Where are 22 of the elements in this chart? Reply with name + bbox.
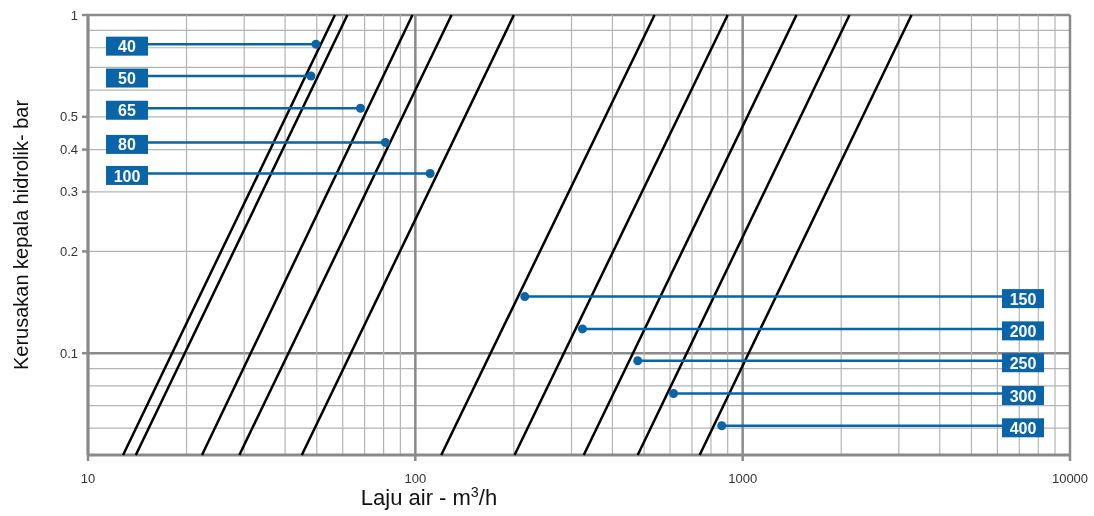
x-tick-label: 10 [80, 471, 96, 486]
y-axis-title: Kerusakan kepala hidrolik- bar [10, 99, 32, 371]
annotation: 300 [1009, 387, 1037, 405]
annotation: 65 [118, 102, 136, 120]
y-tick-label: 0.4 [59, 142, 78, 158]
x-tick-label: 100 [404, 471, 427, 486]
annotation: 100 [113, 167, 141, 185]
annotation: 50 [118, 70, 136, 88]
annotation: 40 [118, 38, 136, 56]
annotation: 400 [1009, 419, 1037, 437]
y-tick-label: 0.1 [59, 345, 78, 361]
y-tick-label: 1 [70, 7, 78, 23]
y-tick-label: 0.2 [59, 243, 78, 259]
annotation: 150 [1009, 290, 1037, 308]
x-tick-label: 10000 [1051, 471, 1089, 486]
annotation: 80 [118, 136, 136, 154]
y-tick-label: 0.5 [59, 109, 78, 125]
annotation: 250 [1009, 354, 1037, 372]
x-tick-label: 1000 [728, 471, 758, 486]
x-axis-title: Laju air - m$^{3}$/h [360, 484, 498, 510]
y-tick-label: 0.3 [59, 184, 78, 200]
annotation: 200 [1009, 322, 1037, 340]
